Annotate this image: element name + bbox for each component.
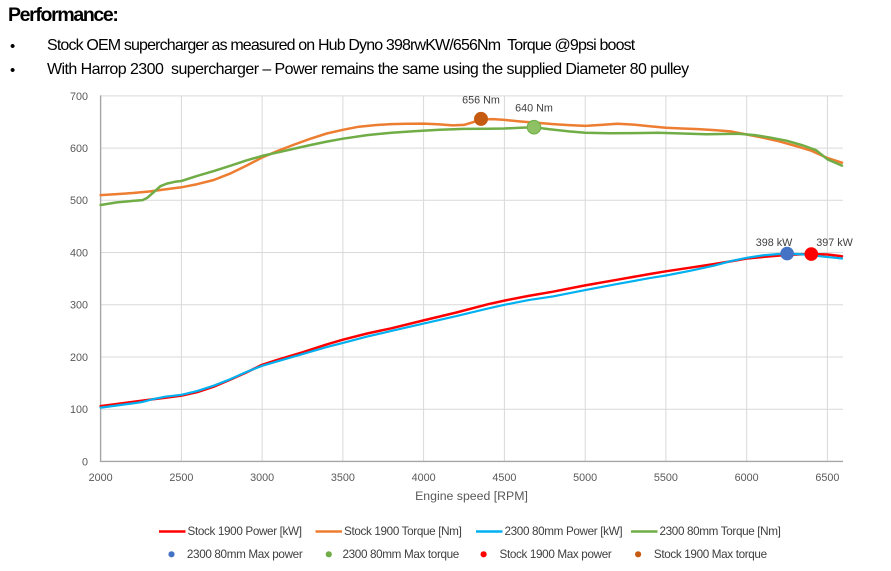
svg-text:Stock 1900 Max power: Stock 1900 Max power [500,548,612,561]
svg-text:4000: 4000 [412,472,436,484]
svg-text:2500: 2500 [169,472,193,484]
svg-text:Stock 1900 Power [kW]: Stock 1900 Power [kW] [188,525,302,538]
svg-text:600: 600 [70,143,88,155]
svg-text:2300 80mm Max torque: 2300 80mm Max torque [343,548,459,561]
svg-text:397 kW: 397 kW [816,237,853,249]
svg-text:6500: 6500 [815,472,839,484]
svg-text:2300 80mm Power [kW]: 2300 80mm Power [kW] [505,525,623,538]
svg-text:Engine speed [RPM]: Engine speed [RPM] [415,489,528,503]
svg-text:500: 500 [70,195,88,207]
svg-text:2300 80mm Torque [Nm]: 2300 80mm Torque [Nm] [660,525,781,538]
svg-text:Stock 1900 Max torque: Stock 1900 Max torque [654,548,767,561]
svg-text:398 kW: 398 kW [756,237,793,249]
svg-text:2000: 2000 [89,472,113,484]
svg-text:400: 400 [70,247,88,259]
svg-text:3000: 3000 [250,472,274,484]
svg-text:Stock 1900 Torque [Nm]: Stock 1900 Torque [Nm] [344,525,462,538]
svg-text:5500: 5500 [654,472,678,484]
svg-text:656 Nm: 656 Nm [462,95,500,107]
svg-text:640 Nm: 640 Nm [515,103,553,115]
svg-text:200: 200 [70,352,88,364]
svg-text:2300 80mm Max power: 2300 80mm Max power [187,548,303,561]
svg-text:3500: 3500 [331,472,355,484]
svg-text:6000: 6000 [735,472,759,484]
svg-text:5000: 5000 [573,472,597,484]
svg-text:0: 0 [82,456,88,468]
svg-text:4500: 4500 [492,472,516,484]
svg-text:100: 100 [70,404,88,416]
svg-text:300: 300 [70,300,88,312]
svg-text:700: 700 [70,91,88,103]
